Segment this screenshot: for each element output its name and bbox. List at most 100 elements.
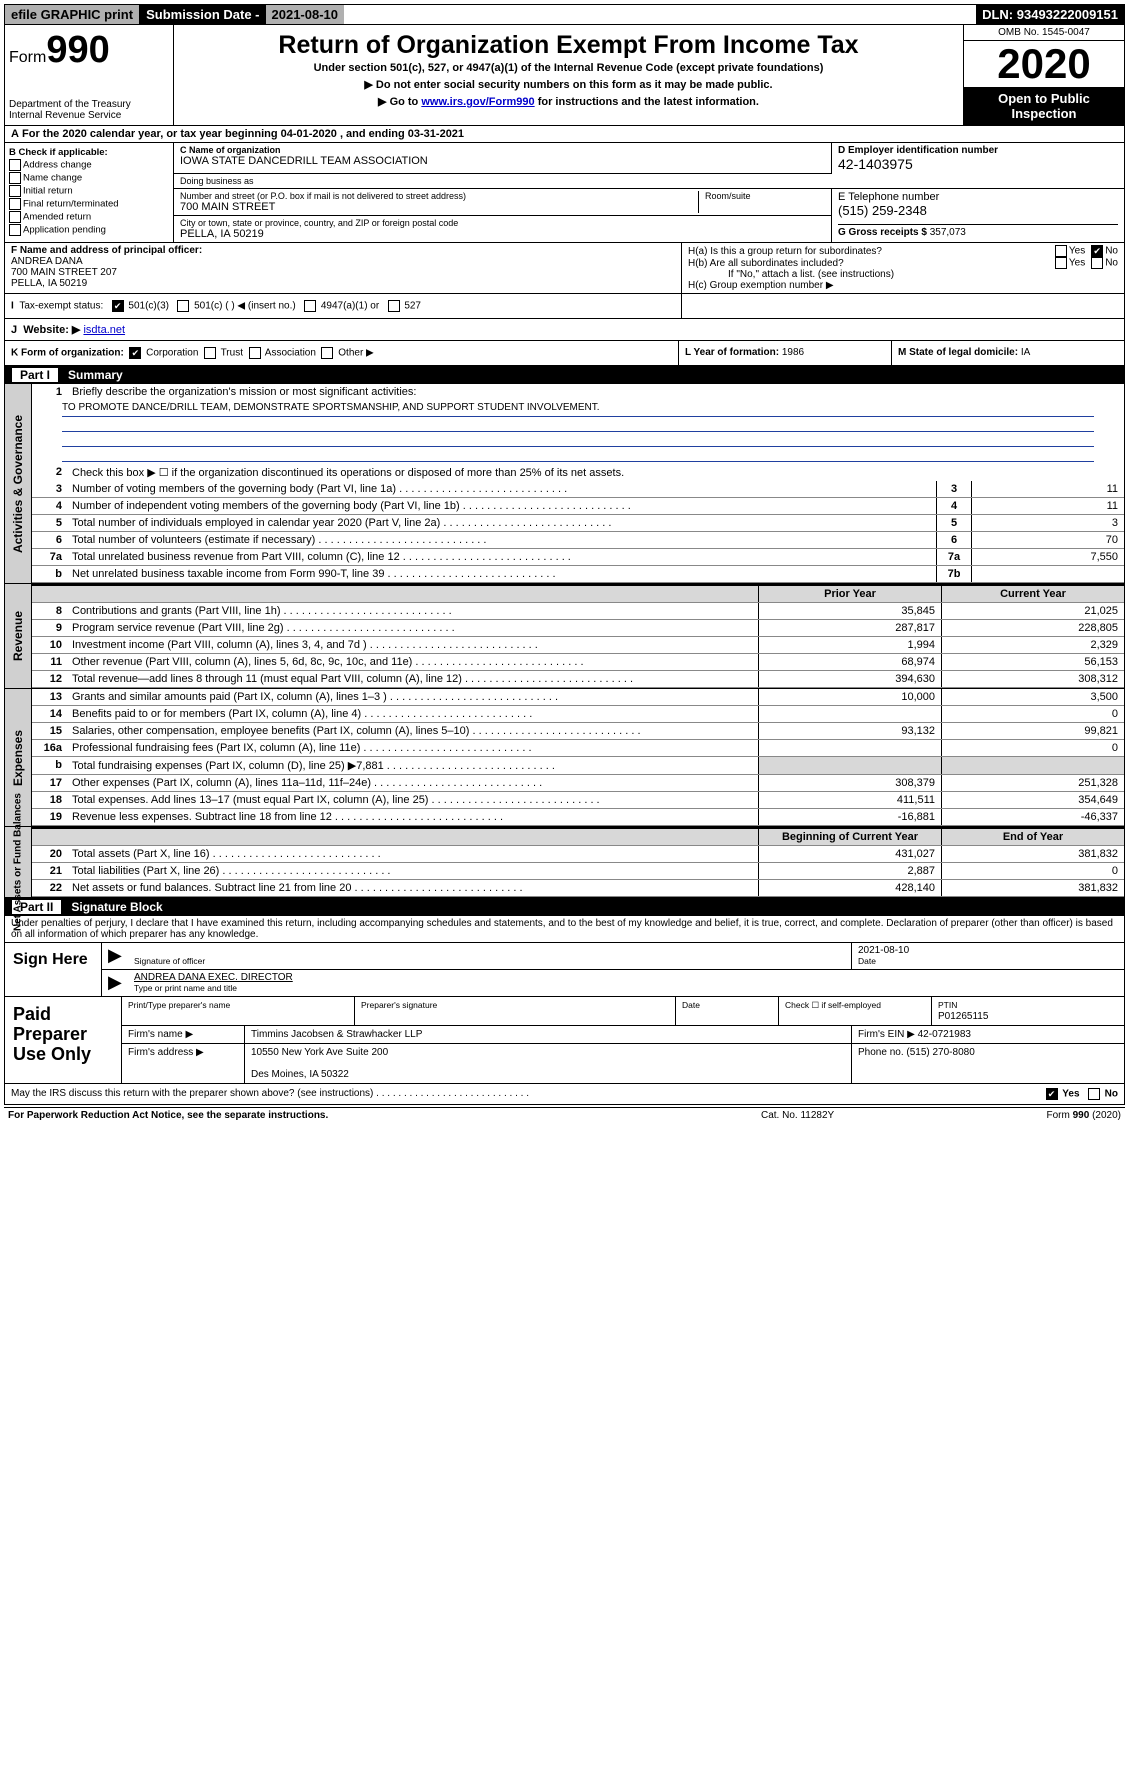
- section-activities: Activities & Governance 1Briefly describ…: [4, 384, 1125, 584]
- city-address: City or town, state or province, country…: [174, 216, 831, 242]
- firm-name-label: Firm's name ▶: [122, 1026, 245, 1043]
- col-prior-year: Prior Year: [758, 586, 941, 602]
- summary-line: 3Number of voting members of the governi…: [32, 481, 1124, 498]
- chk-association[interactable]: [249, 347, 261, 359]
- form-subtitle: Under section 501(c), 527, or 4947(a)(1)…: [184, 62, 953, 74]
- chk-501c3[interactable]: ✔: [112, 300, 124, 312]
- h-b-yes[interactable]: Yes: [1049, 257, 1085, 269]
- officer-name: ANDREA DANA EXEC. DIRECTOR: [134, 972, 293, 983]
- preparer-date-hdr: Date: [676, 997, 779, 1025]
- summary-line: bTotal fundraising expenses (Part IX, co…: [32, 757, 1124, 775]
- summary-line: 12Total revenue—add lines 8 through 11 (…: [32, 671, 1124, 688]
- part-ii-header: Part IISignature Block: [4, 898, 1125, 916]
- summary-line: 14Benefits paid to or for members (Part …: [32, 706, 1124, 723]
- row-j-website: J Website: ▶ isdta.net: [4, 318, 1125, 341]
- chk-corporation[interactable]: ✔: [129, 347, 141, 359]
- penalties-text: Under penalties of perjury, I declare th…: [5, 916, 1124, 942]
- h-a-no[interactable]: ✔No: [1085, 245, 1118, 257]
- summary-line: bNet unrelated business taxable income f…: [32, 566, 1124, 583]
- line-1-label: Briefly describe the organization's miss…: [68, 384, 1124, 400]
- sign-arrow-icon: ▶: [102, 943, 128, 969]
- paid-preparer-label: Paid Preparer Use Only: [5, 997, 122, 1083]
- summary-line: 7aTotal unrelated business revenue from …: [32, 549, 1124, 566]
- chk-application-pending[interactable]: Application pending: [9, 224, 169, 236]
- discuss-no[interactable]: [1088, 1088, 1100, 1100]
- row-k: K Form of organization: ✔ Corporation Tr…: [4, 341, 1125, 366]
- firm-address: 10550 New York Ave Suite 200Des Moines, …: [245, 1044, 852, 1083]
- chk-address-change[interactable]: Address change: [9, 159, 169, 171]
- top-bar: efile GRAPHIC print Submission Date - 20…: [4, 4, 1125, 25]
- ptin: P01265115: [938, 1011, 988, 1022]
- box-e-phone: E Telephone number (515) 259-2348 G Gros…: [831, 189, 1124, 242]
- section-expenses: Expenses 13Grants and similar amounts pa…: [4, 689, 1125, 827]
- vtab-activities: Activities & Governance: [11, 414, 25, 552]
- box-g-receipts: G Gross receipts $ 357,073: [838, 224, 1118, 238]
- col-current-year: Current Year: [941, 586, 1124, 602]
- h-b-no[interactable]: No: [1085, 257, 1118, 269]
- firm-name: Timmins Jacobsen & Strawhacker LLP: [245, 1026, 852, 1043]
- form-note-1: ▶ Do not enter social security numbers o…: [184, 78, 953, 91]
- summary-line: 11Other revenue (Part VIII, column (A), …: [32, 654, 1124, 671]
- sig-officer-label: Signature of officer: [134, 956, 205, 966]
- summary-line: 5Total number of individuals employed in…: [32, 515, 1124, 532]
- preparer-sig-hdr: Preparer's signature: [355, 997, 676, 1025]
- sign-arrow-icon-2: ▶: [102, 970, 128, 996]
- discuss-yes[interactable]: ✔: [1046, 1088, 1058, 1100]
- chk-4947[interactable]: [304, 300, 316, 312]
- h-b-note: If "No," attach a list. (see instruction…: [688, 269, 1118, 280]
- summary-line: 15Salaries, other compensation, employee…: [32, 723, 1124, 740]
- officer-block: F Name and address of principal officer:…: [4, 242, 1125, 293]
- sign-here-label: Sign Here: [5, 943, 102, 996]
- street-address: Number and street (or P.O. box if mail i…: [174, 189, 831, 216]
- identity-block: B Check if applicable: Address change Na…: [4, 143, 1125, 242]
- row-i: I Tax-exempt status: ✔ 501(c)(3) 501(c) …: [4, 293, 1125, 318]
- firm-ein: 42-0721983: [918, 1029, 971, 1040]
- summary-line: 16aProfessional fundraising fees (Part I…: [32, 740, 1124, 757]
- summary-line: 21Total liabilities (Part X, line 26)2,8…: [32, 863, 1124, 880]
- summary-line: 18Total expenses. Add lines 13–17 (must …: [32, 792, 1124, 809]
- vtab-net-assets: Net Assets or Fund Balances: [13, 793, 24, 931]
- col-eoy: End of Year: [941, 829, 1124, 845]
- summary-line: 10Investment income (Part VIII, column (…: [32, 637, 1124, 654]
- signature-block: Under penalties of perjury, I declare th…: [4, 916, 1125, 997]
- vtab-expenses: Expenses: [11, 729, 25, 785]
- chk-other[interactable]: [321, 347, 333, 359]
- part-i-header: Part ISummary: [4, 366, 1125, 384]
- chk-527[interactable]: [388, 300, 400, 312]
- discuss-row: May the IRS discuss this return with the…: [4, 1084, 1125, 1105]
- summary-line: 19Revenue less expenses. Subtract line 1…: [32, 809, 1124, 826]
- form-note-2: ▶ Go to www.irs.gov/Form990 for instruct…: [184, 95, 953, 108]
- vtab-revenue: Revenue: [11, 611, 25, 661]
- open-to-public: Open to Public Inspection: [964, 87, 1124, 125]
- website-link[interactable]: isdta.net: [83, 324, 125, 336]
- line-2: Check this box ▶ ☐ if the organization d…: [68, 464, 1124, 481]
- box-b-label: B Check if applicable:: [9, 147, 108, 158]
- dba-label: Doing business as: [174, 174, 1124, 189]
- omb-number: OMB No. 1545-0047: [964, 25, 1124, 41]
- form-number: Form990: [9, 29, 169, 72]
- mission-text: TO PROMOTE DANCE/DRILL TEAM, DEMONSTRATE…: [32, 400, 1124, 464]
- tax-year: 2020: [964, 41, 1124, 87]
- box-b: B Check if applicable: Address change Na…: [5, 143, 174, 242]
- efile-label[interactable]: efile GRAPHIC print: [5, 5, 140, 24]
- h-c: H(c) Group exemption number ▶: [688, 280, 1118, 291]
- summary-line: 8Contributions and grants (Part VIII, li…: [32, 603, 1124, 620]
- summary-line: 6Total number of volunteers (estimate if…: [32, 532, 1124, 549]
- summary-line: 13Grants and similar amounts paid (Part …: [32, 689, 1124, 706]
- h-a-yes[interactable]: Yes: [1049, 245, 1085, 257]
- chk-501c[interactable]: [177, 300, 189, 312]
- chk-amended-return[interactable]: Amended return: [9, 211, 169, 223]
- chk-initial-return[interactable]: Initial return: [9, 185, 169, 197]
- section-net-assets: Net Assets or Fund Balances Beginning of…: [4, 827, 1125, 898]
- self-employed-chk[interactable]: Check ☐ if self-employed: [779, 997, 932, 1025]
- chk-final-return[interactable]: Final return/terminated: [9, 198, 169, 210]
- chk-trust[interactable]: [204, 347, 216, 359]
- irs-link[interactable]: www.irs.gov/Form990: [421, 96, 534, 108]
- col-bcy: Beginning of Current Year: [758, 829, 941, 845]
- summary-line: 17Other expenses (Part IX, column (A), l…: [32, 775, 1124, 792]
- tax-year-line: A For the 2020 calendar year, or tax yea…: [4, 126, 1125, 143]
- page-footer: For Paperwork Reduction Act Notice, see …: [4, 1107, 1125, 1123]
- chk-name-change[interactable]: Name change: [9, 172, 169, 184]
- form-title: Return of Organization Exempt From Incom…: [184, 31, 953, 60]
- sig-date: 2021-08-10: [858, 945, 909, 956]
